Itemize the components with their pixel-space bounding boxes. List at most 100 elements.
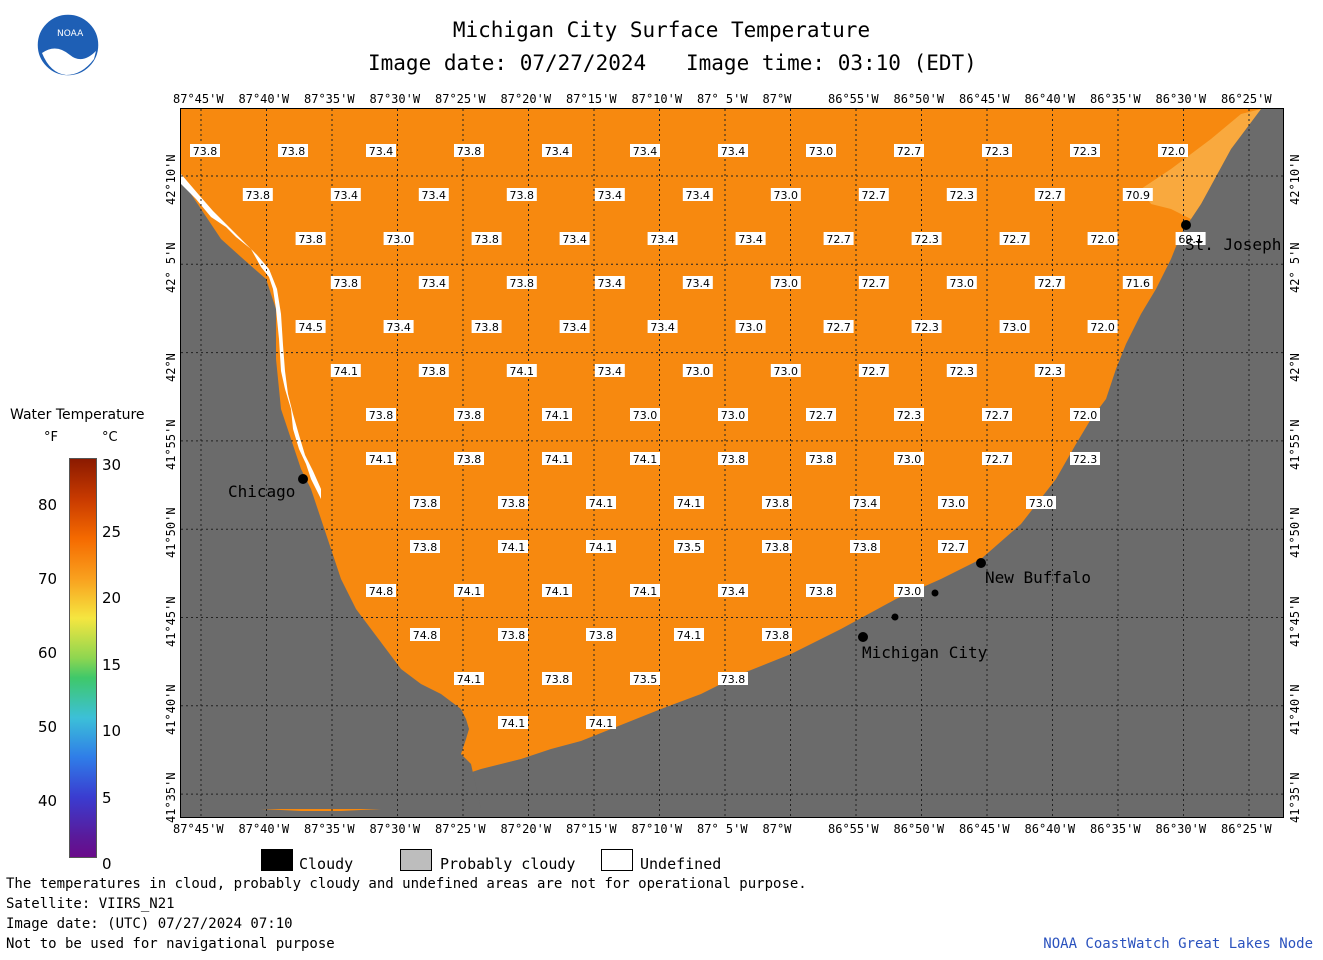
lat-tick-label: 41°50'N bbox=[164, 507, 178, 559]
temperature-label: 73.8 bbox=[471, 232, 502, 246]
city-marker bbox=[298, 474, 308, 484]
temperature-label: 73.8 bbox=[454, 144, 484, 158]
lon-tick-label: 86°55'W bbox=[828, 822, 879, 836]
temperature-label: 73.8 bbox=[850, 540, 880, 554]
temperature-label: 72.3 bbox=[946, 188, 977, 202]
temperature-value: 73.8 bbox=[457, 145, 482, 158]
temperature-value: 73.4 bbox=[598, 365, 623, 378]
temperature-value: 73.8 bbox=[413, 497, 438, 510]
temperature-label: 73.4 bbox=[682, 276, 713, 290]
temperature-label: 73.8 bbox=[506, 276, 537, 290]
west-shore-land bbox=[181, 179, 481, 809]
temperature-label: 73.4 bbox=[594, 364, 625, 378]
temperature-label: 74.1 bbox=[586, 540, 616, 554]
lon-tick-label: 87°10'W bbox=[631, 92, 683, 106]
temperature-value: 72.3 bbox=[950, 189, 975, 202]
temperature-value: 74.1 bbox=[633, 585, 658, 598]
temperature-value: 73.4 bbox=[598, 189, 623, 202]
temperature-value: 73.4 bbox=[853, 497, 878, 510]
temperature-label: 73.4 bbox=[418, 276, 449, 290]
colorbar bbox=[69, 458, 97, 858]
temperature-value: 73.4 bbox=[650, 233, 675, 246]
temperature-value: 73.0 bbox=[738, 321, 763, 334]
temperature-label: 74.1 bbox=[498, 540, 528, 554]
temperature-value: 73.0 bbox=[941, 497, 966, 510]
temperature-value: 73.4 bbox=[334, 189, 359, 202]
temperature-label: 74.1 bbox=[454, 584, 484, 598]
temperature-label: 73.8 bbox=[295, 232, 326, 246]
temperature-value: 74.1 bbox=[545, 409, 570, 422]
temperature-label: 73.8 bbox=[242, 188, 273, 202]
temperature-value: 72.3 bbox=[1038, 365, 1063, 378]
lon-tick-label: 87° 5'W bbox=[697, 92, 748, 106]
lon-tick-label: 86°50'W bbox=[893, 92, 945, 106]
temperature-value: 73.0 bbox=[686, 365, 711, 378]
temperature-label: 73.4 bbox=[594, 276, 625, 290]
temperature-value: 69.1 bbox=[1178, 233, 1203, 246]
temperature-map: 73.8 73.8 73.4 73.8 73.4 73.4 73.4 73.0 72.7 72.3… bbox=[181, 109, 1283, 817]
temperature-label: 74.1 bbox=[506, 364, 537, 378]
temperature-value: 74.1 bbox=[677, 629, 702, 642]
temperature-label: 73.0 bbox=[946, 276, 977, 290]
temperature-value: 72.7 bbox=[985, 409, 1010, 422]
lat-tick-label: 41°40'N bbox=[164, 684, 178, 735]
temperature-value: 73.8 bbox=[369, 409, 394, 422]
probably-cloudy-legend-label: Probably cloudy bbox=[440, 855, 576, 873]
lon-tick-label: 87°25'W bbox=[435, 822, 486, 836]
lon-tick-label: 86°40'W bbox=[1024, 822, 1076, 836]
temperature-label: 73.8 bbox=[471, 320, 502, 334]
temperature-label: 72.3 bbox=[1034, 364, 1065, 378]
footer-disclaimer: The temperatures in cloud, probably clou… bbox=[6, 876, 807, 892]
temperature-value: 70.9 bbox=[1126, 189, 1151, 202]
lat-tick-label: 41°50'N bbox=[1288, 507, 1302, 559]
temperature-value: 74.1 bbox=[545, 453, 570, 466]
temperature-value: 72.3 bbox=[914, 321, 939, 334]
temperature-value: 73.8 bbox=[474, 321, 499, 334]
temperature-value: 73.0 bbox=[633, 409, 658, 422]
temperature-label: 72.7 bbox=[823, 232, 854, 246]
temperature-value: 74.1 bbox=[677, 497, 702, 510]
temperature-label: 73.8 bbox=[506, 188, 537, 202]
footer-nav-warning: Not to be used for navigational purpose bbox=[6, 936, 335, 952]
temperature-value: 73.8 bbox=[281, 145, 306, 158]
temperature-value: 73.4 bbox=[721, 585, 746, 598]
lon-tick-label: 86°30'W bbox=[1155, 92, 1207, 106]
temperature-label: 74.1 bbox=[366, 452, 396, 466]
temperature-label: 74.1 bbox=[542, 584, 572, 598]
temperature-value: 73.4 bbox=[650, 321, 675, 334]
lon-tick-label: 87° 5'W bbox=[697, 822, 748, 836]
temperature-label: 73.4 bbox=[366, 144, 396, 158]
lon-tick-label: 87°W bbox=[762, 92, 792, 106]
city-label-st-joseph: St. Joseph bbox=[1185, 235, 1282, 254]
temperature-label: 73.8 bbox=[278, 144, 308, 158]
lat-tick-label: 41°45'N bbox=[1288, 595, 1302, 647]
temperature-label: 73.0 bbox=[938, 496, 968, 510]
temperature-label: 72.3 bbox=[982, 144, 1012, 158]
temperature-label: 74.8 bbox=[366, 584, 396, 598]
temperature-value: 73.8 bbox=[474, 233, 499, 246]
lat-tick-label: 42° 5'N bbox=[1288, 242, 1302, 294]
temperature-label: 72.3 bbox=[894, 408, 924, 422]
temperature-value: 73.4 bbox=[369, 145, 394, 158]
temperature-value: 73.8 bbox=[334, 277, 359, 290]
footer-satellite: Satellite: VIIRS_N21 bbox=[6, 896, 175, 912]
temperature-label: 72.7 bbox=[938, 540, 968, 554]
city-marker bbox=[891, 613, 899, 621]
temperature-value: 72.7 bbox=[826, 321, 851, 334]
colorbar-f-tick: 70 bbox=[38, 570, 58, 588]
temperature-value: 73.8 bbox=[765, 541, 790, 554]
temperature-label: 73.8 bbox=[410, 496, 440, 510]
lon-tick-label: 87°15'W bbox=[566, 822, 617, 836]
temperature-value: 73.0 bbox=[774, 277, 799, 290]
temperature-value: 73.4 bbox=[386, 321, 411, 334]
temperature-value: 73.0 bbox=[386, 233, 411, 246]
temperature-label: 73.8 bbox=[718, 452, 748, 466]
temperature-label: 73.4 bbox=[718, 584, 748, 598]
temperature-value: 72.3 bbox=[1073, 453, 1098, 466]
lat-tick-label: 41°35'N bbox=[164, 772, 178, 824]
colorbar-title: Water Temperature bbox=[10, 407, 145, 423]
lon-tick-label: 87°15'W bbox=[566, 92, 617, 106]
temperature-value: 73.0 bbox=[950, 277, 975, 290]
city-label-michigan-city: Michigan City bbox=[862, 643, 988, 662]
temperature-value: 74.5 bbox=[298, 321, 323, 334]
